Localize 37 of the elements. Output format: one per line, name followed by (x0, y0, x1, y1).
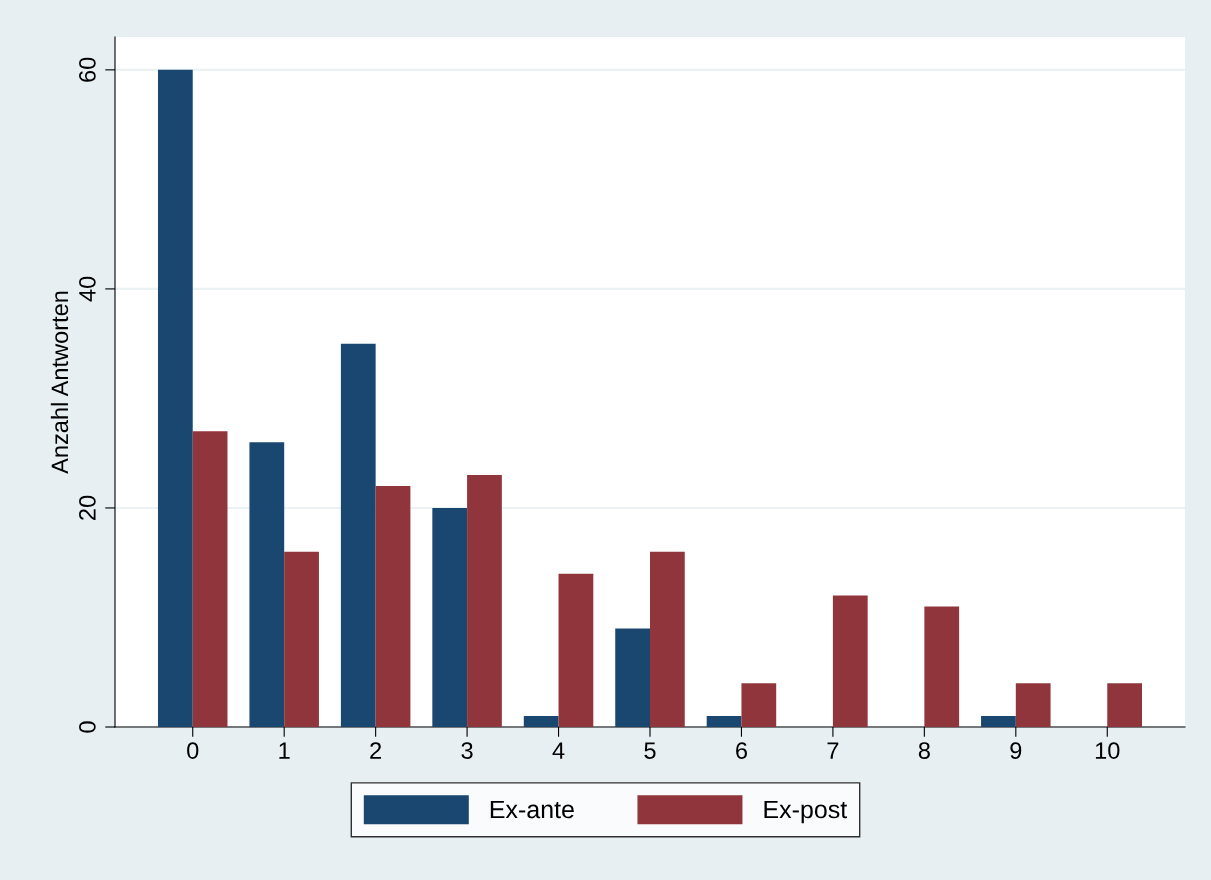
x-tick-label: 1 (279, 742, 290, 759)
bar (192, 431, 228, 727)
x-tick-label: 2 (370, 742, 382, 759)
bar (615, 628, 650, 727)
y-axis-title: Anzahl Antworten (50, 291, 69, 474)
x-tick-label: 6 (736, 742, 747, 759)
bar (249, 442, 285, 727)
bar (650, 551, 685, 727)
x-tick-label: 0 (187, 742, 199, 759)
x-tick-label: 9 (1010, 742, 1022, 759)
y-tick-label: 0 (79, 721, 96, 733)
legend-label: Ex-ante (490, 800, 574, 819)
bar (981, 716, 1016, 727)
bar (284, 551, 319, 727)
bar (832, 595, 868, 727)
x-tick-label: 10 (1095, 742, 1120, 759)
x-tick-label: 5 (644, 742, 656, 759)
bar (157, 69, 193, 727)
bar (706, 716, 742, 727)
bar (340, 343, 376, 727)
bar (523, 716, 559, 727)
y-tick-label: 40 (79, 276, 96, 302)
legend-label: Ex-post (764, 800, 848, 824)
bar (741, 683, 777, 727)
y-tick-label: 60 (79, 57, 96, 82)
x-tick-label: 8 (918, 742, 930, 759)
x-tick-label: 7 (827, 742, 839, 759)
x-tick-label: 3 (461, 742, 473, 759)
bar (432, 507, 468, 727)
y-tick-label: 20 (79, 495, 96, 520)
bar (467, 475, 502, 727)
x-tick-label: 4 (552, 742, 565, 759)
bar (558, 573, 594, 727)
bar (1015, 683, 1051, 727)
bar (1107, 683, 1143, 727)
bar (375, 486, 411, 727)
bar (924, 606, 960, 727)
